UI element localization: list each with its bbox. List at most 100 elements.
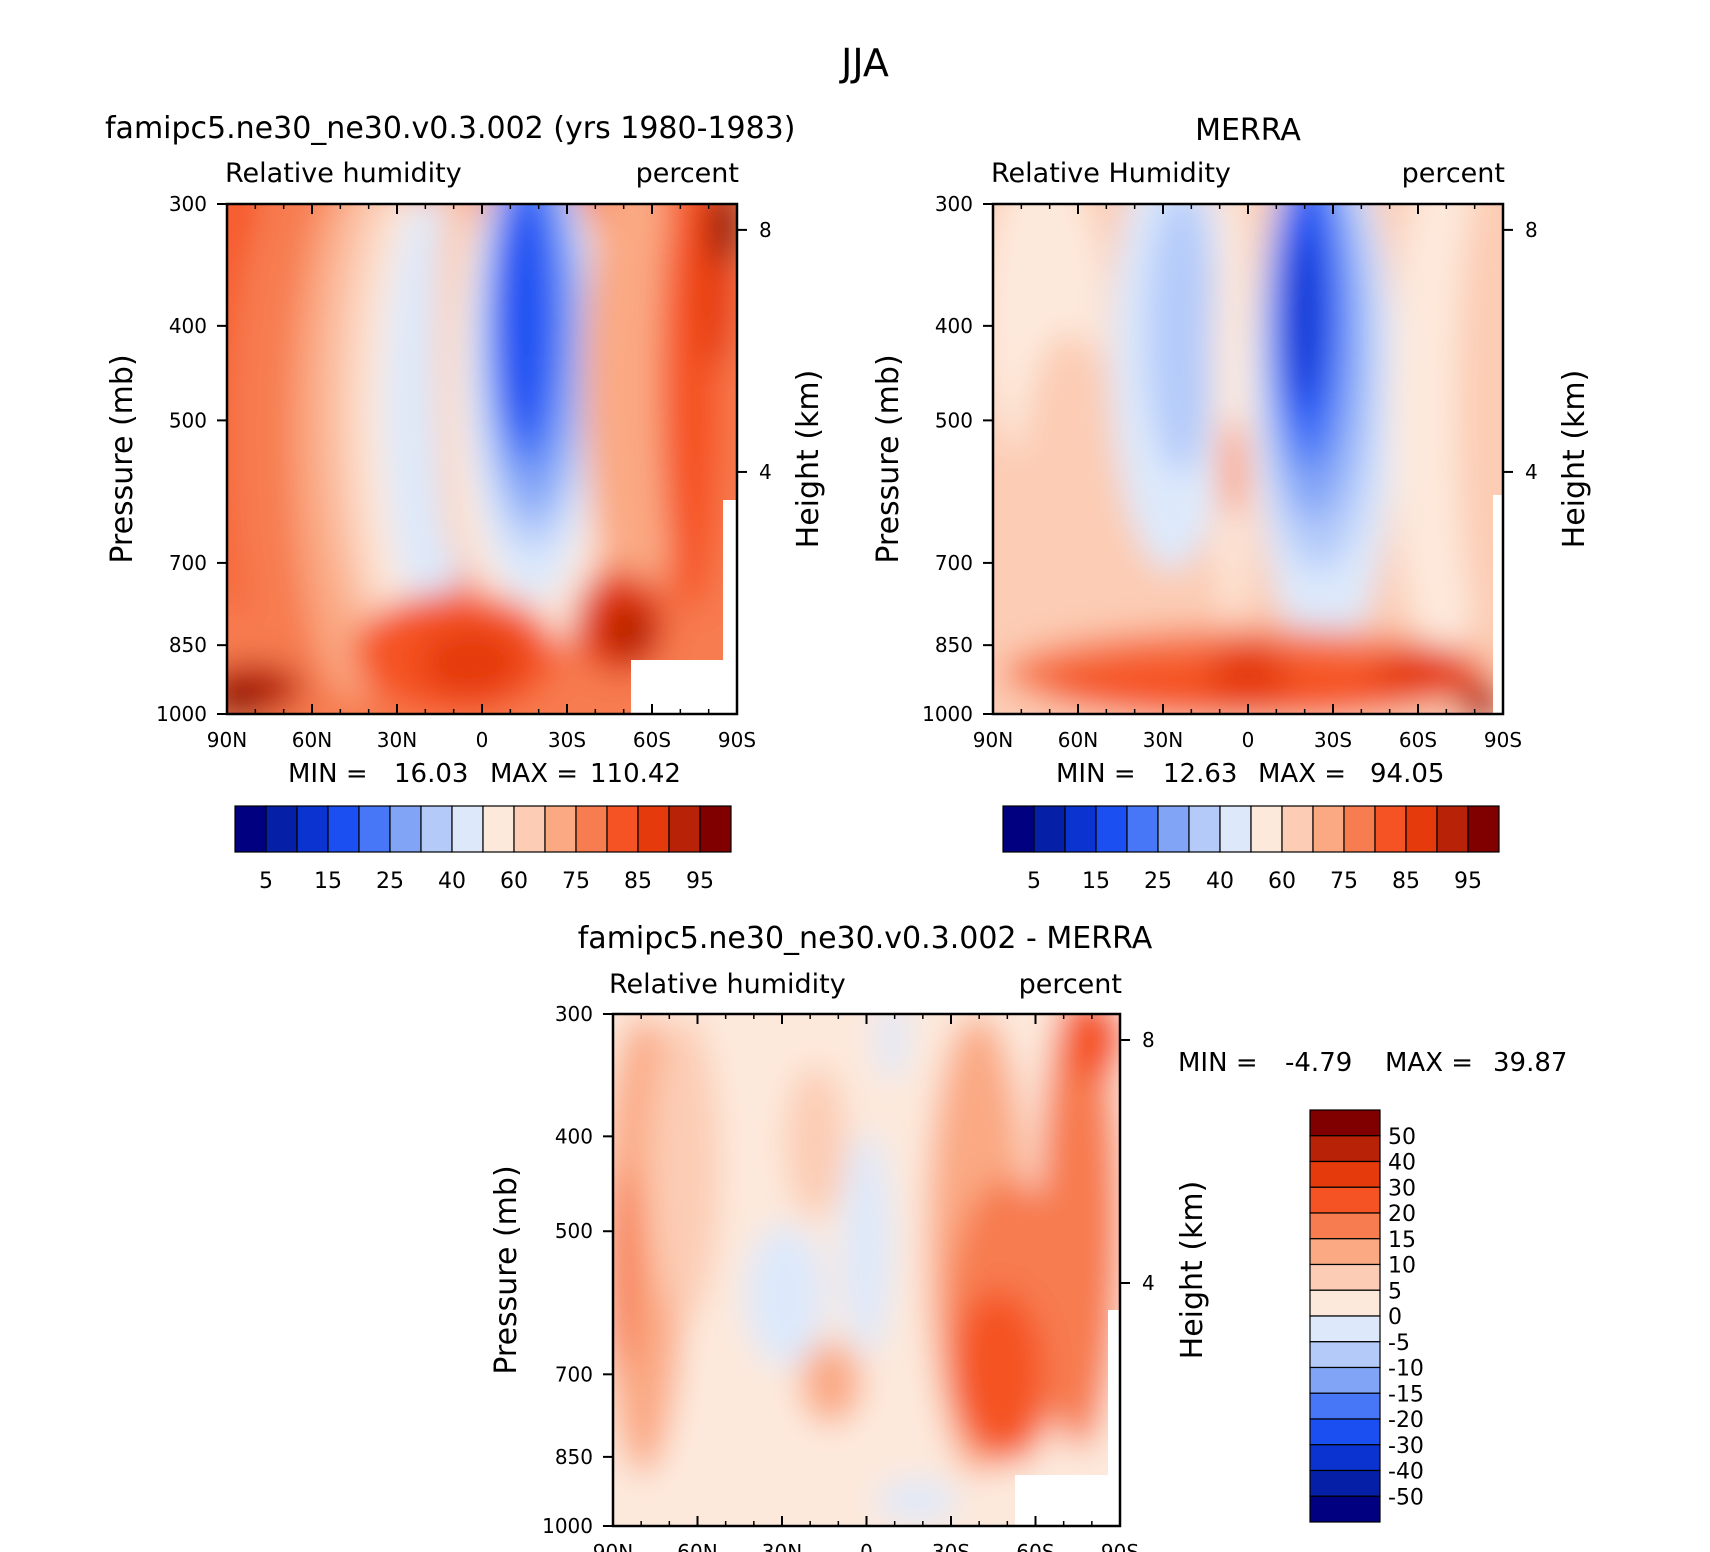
x-tick-label: 30N <box>762 1540 802 1552</box>
diff-region <box>876 1479 958 1521</box>
colorbar-label: 75 <box>562 869 590 894</box>
merra-region <box>1207 642 1289 704</box>
panel-model-ylabel-right: Height (km) <box>791 370 826 549</box>
x-tick-label: 90N <box>207 728 247 752</box>
colorbar-label: 40 <box>438 869 466 894</box>
diff-region <box>744 1223 826 1368</box>
panel-diff-max-label: MAX = <box>1385 1048 1473 1078</box>
panel-model-title: famipc5.ne30_ne30.v0.3.002 (yrs 1980-198… <box>105 111 795 146</box>
right-tick-label: 8 <box>1525 218 1538 242</box>
colorbar-swatch <box>1309 1212 1381 1240</box>
colorbar-label: 5 <box>1027 869 1041 894</box>
panel-model-missing-region <box>631 660 737 714</box>
model-region <box>604 601 656 664</box>
panel-diff-min-value: -4.79 <box>1285 1048 1352 1078</box>
panel-merra-colorbar: 5 15 25 40 60 75 85 95 <box>1002 805 1500 894</box>
panel-diff-contour-field <box>613 1014 1120 1526</box>
colorbar-swatch <box>1467 805 1500 853</box>
colorbar-swatch <box>1309 1392 1381 1420</box>
y-tick-label: 400 <box>169 314 207 338</box>
panel-model: famipc5.ne30_ne30.v0.3.002 (yrs 1980-198… <box>105 111 826 894</box>
y-tick-label: 700 <box>555 1362 593 1386</box>
panel-model-subtitle-left: Relative humidity <box>225 158 462 189</box>
colorbar-swatch <box>1309 1160 1381 1188</box>
right-tick-label: 4 <box>759 460 772 484</box>
colorbar-swatch <box>699 805 732 853</box>
colorbar-label: 95 <box>1454 869 1482 894</box>
x-tick-label: 60S <box>1399 728 1437 752</box>
y-tick-label: 1000 <box>922 702 973 726</box>
colorbar-swatch <box>1188 805 1221 853</box>
diff-region <box>1038 1014 1120 1450</box>
panel-diff-subtitle-right: percent <box>1019 969 1122 1000</box>
figure-title: JJA <box>839 41 889 85</box>
colorbar-swatch <box>1436 805 1469 853</box>
colorbar-swatch <box>1309 1315 1381 1343</box>
panel-merra-max-label: MAX = <box>1258 759 1346 789</box>
x-tick-label: 0 <box>1242 728 1255 752</box>
diff-region <box>785 1065 847 1219</box>
diff-region <box>648 1014 720 1322</box>
colorbar-label: -10 <box>1388 1357 1424 1382</box>
colorbar-label: 30 <box>1388 1176 1416 1201</box>
x-tick-label: 60N <box>1058 728 1098 752</box>
colorbar-swatch <box>1309 1238 1381 1266</box>
y-tick-label: 300 <box>935 192 973 216</box>
y-tick-label: 500 <box>935 408 973 432</box>
colorbar-label: 15 <box>314 869 342 894</box>
colorbar-swatch <box>1309 1495 1381 1523</box>
x-tick-label: 90S <box>1484 728 1522 752</box>
panel-diff-missing-region <box>1015 1475 1120 1526</box>
colorbar-label: 75 <box>1330 869 1358 894</box>
y-tick-label: 700 <box>169 551 207 575</box>
colorbar-label: -30 <box>1388 1434 1424 1459</box>
y-tick-label: 1000 <box>156 702 207 726</box>
panel-merra-subtitle-left: Relative Humidity <box>991 158 1231 189</box>
x-tick-label: 30S <box>932 1540 970 1552</box>
merra-region <box>1222 418 1243 521</box>
panel-model-ylabel: Pressure (mb) <box>105 354 140 563</box>
panel-merra-contour-field <box>993 204 1503 714</box>
colorbar-swatch <box>1250 805 1283 853</box>
colorbar-label: -40 <box>1388 1460 1424 1485</box>
colorbar-label: 40 <box>1388 1151 1416 1176</box>
diff-region <box>1064 1014 1120 1081</box>
panel-diff-ylabel: Pressure (mb) <box>489 1165 524 1374</box>
colorbar-swatch <box>482 805 515 853</box>
panel-merra: MERRA Relative Humidity percent 90N 60N 30… <box>871 113 1592 894</box>
colorbar-label: 15 <box>1388 1228 1416 1253</box>
x-tick-label: 60N <box>677 1540 717 1552</box>
merra-region <box>1288 234 1320 398</box>
colorbar-swatch <box>1281 805 1314 853</box>
colorbar-label: 60 <box>1268 869 1296 894</box>
colorbar-swatch <box>1309 1263 1381 1291</box>
panel-merra-ylabel: Pressure (mb) <box>871 354 906 563</box>
panel-merra-max-value: 94.05 <box>1370 759 1444 789</box>
x-tick-label: 30N <box>1143 728 1183 752</box>
x-tick-label: 0 <box>476 728 489 752</box>
right-tick-label: 8 <box>1142 1028 1155 1052</box>
panel-model-min-label: MIN = <box>288 759 368 789</box>
model-region <box>497 204 549 439</box>
y-tick-label: 850 <box>555 1445 593 1469</box>
x-tick-label: 90S <box>1101 1540 1139 1552</box>
x-tick-label: 90N <box>593 1540 633 1552</box>
colorbar-label: -15 <box>1388 1382 1424 1407</box>
colorbar-swatch <box>1309 1186 1381 1214</box>
panel-merra-ylabel-right: Height (km) <box>1557 370 1592 549</box>
model-region <box>584 204 686 612</box>
colorbar-label: 25 <box>1144 869 1172 894</box>
right-tick-label: 4 <box>1142 1271 1155 1295</box>
model-region <box>420 627 523 699</box>
x-tick-label: 90N <box>973 728 1013 752</box>
colorbar-label: 20 <box>1388 1202 1416 1227</box>
panel-diff-title: famipc5.ne30_ne30.v0.3.002 - MERRA <box>578 921 1153 956</box>
panel-diff-max-value: 39.87 <box>1493 1048 1567 1078</box>
diff-region <box>613 1167 639 1373</box>
x-tick-label: 90S <box>718 728 756 752</box>
panel-merra-min-label: MIN = <box>1056 759 1136 789</box>
colorbar-swatch <box>1126 805 1159 853</box>
colorbar-label: 85 <box>1392 869 1420 894</box>
colorbar-swatch <box>1309 1444 1381 1472</box>
colorbar-swatch <box>1405 805 1438 853</box>
